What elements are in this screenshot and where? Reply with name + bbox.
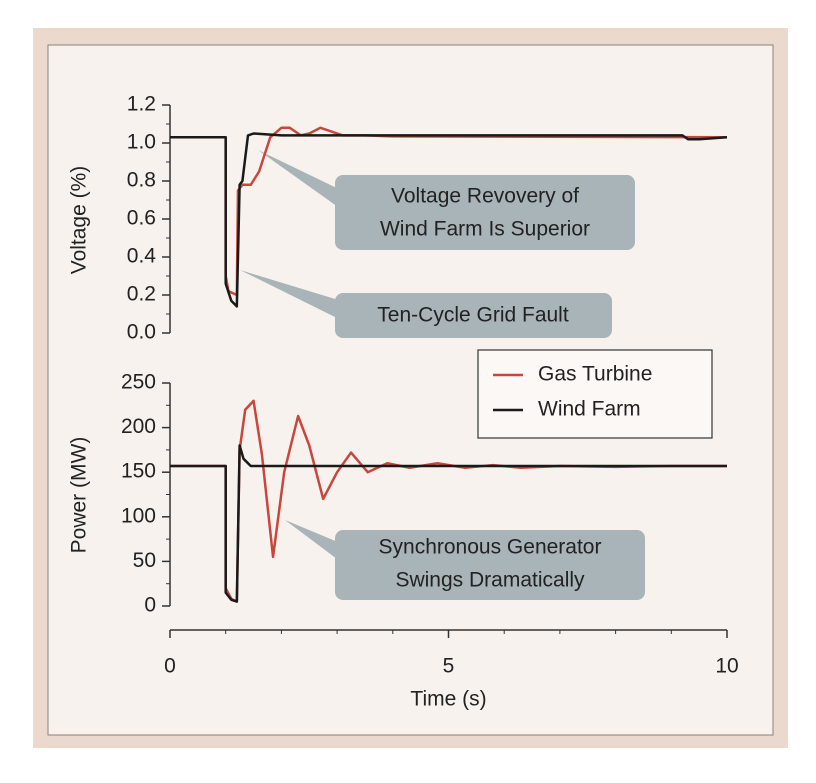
callout-pointer	[258, 150, 345, 212]
x-axis-label: Time (s)	[410, 688, 486, 711]
series-line	[170, 444, 727, 603]
x-tick-label: 5	[443, 655, 455, 678]
legend-label: Wind Farm	[538, 398, 641, 421]
y-tick-label: 0.2	[127, 283, 156, 306]
y-tick-label: 1.0	[127, 131, 156, 154]
annotation-text: Synchronous Generator	[379, 536, 602, 559]
callout-box	[335, 293, 612, 338]
legend-box	[477, 349, 713, 439]
y-tick-label: 50	[133, 549, 156, 572]
annotation-text: Wind Farm Is Superior	[380, 218, 590, 241]
series-line	[170, 132, 728, 308]
callouts	[240, 150, 645, 600]
y-tick-label: 0.0	[127, 321, 156, 344]
annotation-text: Swings Dramatically	[395, 569, 585, 592]
callout-box	[335, 175, 635, 250]
annotation-text: Voltage Revovery of	[391, 185, 579, 208]
y-tick-label: 0.8	[127, 169, 156, 192]
y-axis-label: Voltage (%)	[68, 166, 91, 275]
x-tick-label: 0	[164, 655, 176, 678]
callout-pointer	[285, 520, 345, 565]
y-tick-label: 1.2	[127, 93, 156, 116]
y-tick-label: 0.6	[127, 207, 156, 230]
y-axis-label: Power (MW)	[68, 437, 91, 554]
y-tick-label: 150	[121, 460, 156, 483]
y-tick-label: 0	[144, 594, 156, 617]
callout-box	[335, 530, 645, 600]
annotation-text: Ten-Cycle Grid Fault	[377, 304, 569, 327]
x-tick-label: 10	[715, 655, 738, 678]
y-tick-label: 200	[121, 415, 156, 438]
legend-label: Gas Turbine	[538, 363, 652, 386]
callout-pointer	[240, 270, 345, 322]
y-tick-label: 250	[121, 371, 156, 394]
y-tick-label: 100	[121, 504, 156, 527]
y-tick-label: 0.4	[127, 245, 157, 268]
